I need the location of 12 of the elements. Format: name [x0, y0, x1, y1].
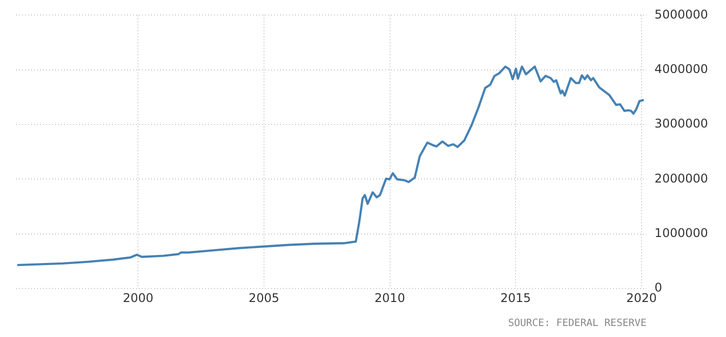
- y-tick-label: 5000000: [654, 7, 708, 22]
- x-tick-label: 2000: [122, 290, 154, 305]
- x-tick-label: 2015: [500, 290, 531, 305]
- x-tick-label: 2020: [626, 290, 657, 305]
- x-tick-label: 2010: [374, 290, 406, 305]
- source-note: SOURCE: FEDERAL RESERVE: [508, 318, 647, 329]
- x-tick-label: 2005: [248, 290, 280, 305]
- y-tick-label: 3000000: [654, 116, 708, 131]
- y-tick-label: 0: [654, 280, 662, 295]
- y-tick-label: 1000000: [654, 226, 708, 240]
- y-tick-label: 4000000: [654, 62, 708, 76]
- y-tick-label: 2000000: [654, 171, 708, 186]
